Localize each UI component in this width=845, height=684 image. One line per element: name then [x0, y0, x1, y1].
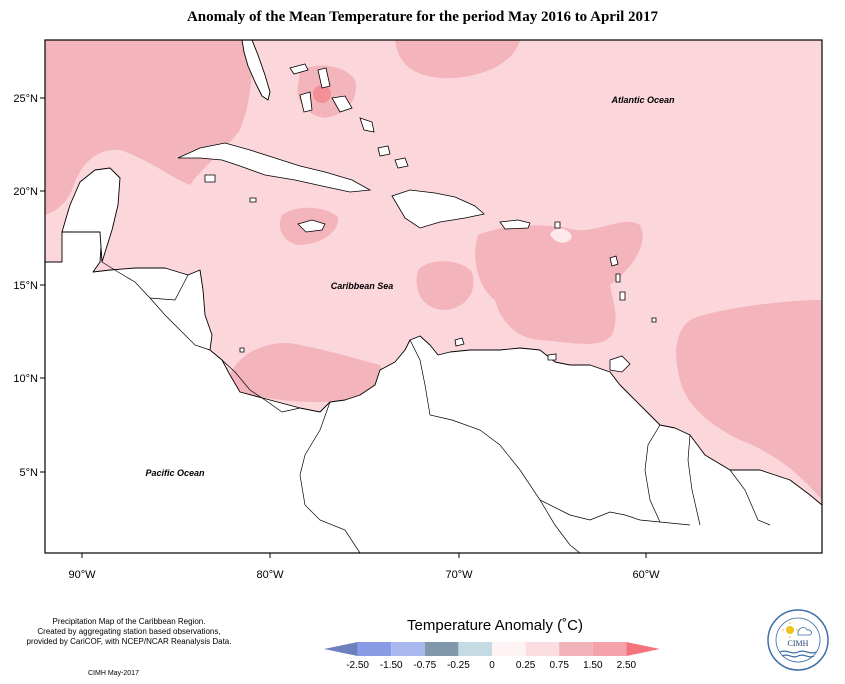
legend-swatch	[357, 642, 392, 656]
footer-notes: Precipitation Map of the Caribbean Regio…	[18, 617, 240, 647]
leeward-islands	[554, 221, 561, 229]
bahamas-long	[359, 117, 375, 133]
dominica	[615, 273, 621, 283]
legend-swatch	[492, 642, 526, 656]
anomaly-south-patch	[230, 343, 383, 403]
puerto-rico	[499, 219, 531, 230]
legend-label: 0.75	[549, 660, 569, 671]
hispaniola	[391, 189, 485, 229]
lat-label-10: 10°N	[13, 373, 38, 385]
grand-bahama	[289, 63, 309, 75]
country-borders	[101, 261, 771, 553]
anomaly-gulf-patch	[45, 40, 252, 215]
lon-label-90: 90°W	[68, 569, 96, 581]
footer-line: Precipitation Map of the Caribbean Regio…	[52, 617, 206, 626]
legend-swatch	[525, 642, 560, 656]
abaco	[317, 67, 331, 89]
legend-label: -0.25	[447, 660, 470, 671]
footer-date: CIMH May-2017	[88, 670, 139, 677]
lat-label-15: 15°N	[13, 280, 38, 292]
legend-swatch	[391, 642, 425, 656]
inagua	[377, 145, 391, 157]
lat-label-20: 20°N	[13, 186, 38, 198]
cayman	[249, 197, 257, 203]
legend-label: -2.50	[346, 660, 369, 671]
map-frame	[44, 39, 823, 554]
atlantic-ocean-label: Atlantic Ocean	[610, 95, 675, 105]
legend-labels: -2.50 -1.50 -0.75 -0.25 0 0.25 0.75 1.50 2.50	[346, 660, 636, 671]
legend-swatch	[626, 642, 660, 656]
legend-swatch	[324, 642, 358, 656]
logo-text: CIMH	[788, 639, 809, 648]
legend-label: 0	[489, 660, 495, 671]
islands	[177, 63, 657, 373]
legend-label: 1.50	[583, 660, 603, 671]
isle-of-youth	[204, 174, 216, 183]
central-south-america	[45, 231, 822, 553]
lon-label-60: 60°W	[632, 569, 660, 581]
legend-label: 2.50	[617, 660, 637, 671]
guadeloupe	[609, 255, 619, 267]
footer-line: provided by CariCOF, with NCEP/NCAR Rean…	[26, 637, 232, 646]
martinique	[619, 291, 626, 301]
turks-caicos	[394, 157, 409, 169]
andros	[299, 91, 313, 113]
anomaly-hot-spot	[313, 85, 331, 103]
cimh-logo: CIMH	[767, 609, 829, 671]
lon-tick-marks	[81, 553, 647, 558]
cuba	[177, 142, 372, 193]
map-title: Anomaly of the Mean Temperature for the …	[186, 9, 659, 25]
san-andres	[239, 347, 245, 353]
lon-label-70: 70°W	[445, 569, 473, 581]
lon-label-80: 80°W	[256, 569, 284, 581]
bahamas-south	[331, 95, 353, 113]
legend-label: -1.50	[380, 660, 403, 671]
anomaly-antilles-patch	[475, 221, 643, 344]
legend-swatch	[458, 642, 492, 656]
legend-title: Temperature Anomaly (˚C)	[407, 617, 583, 634]
jamaica	[297, 219, 326, 233]
pacific-ocean-label: Pacific Ocean	[145, 468, 205, 478]
cloud-icon	[797, 627, 812, 636]
legend-swatch	[424, 642, 459, 656]
sun-icon	[786, 626, 794, 634]
caribbean-sea-label: Caribbean Sea	[331, 281, 394, 291]
footer-line: Created by aggregating station based obs…	[37, 627, 221, 636]
lat-tick-marks	[40, 97, 45, 473]
temperature-anomaly-map: 25°N 20°N 15°N 10°N 5°N 90°W 80°W 70°W 6…	[13, 39, 823, 581]
legend-label: -0.75	[413, 660, 436, 671]
anomaly-central-patch	[416, 261, 474, 310]
aruba-curacao	[454, 337, 465, 347]
florida	[241, 40, 271, 101]
legend-swatch	[559, 642, 593, 656]
legend-label: 0.25	[516, 660, 536, 671]
lat-label-25: 25°N	[13, 93, 38, 105]
legend-bar	[324, 642, 660, 656]
trinidad	[609, 355, 631, 373]
anomaly-northeast-patch	[395, 40, 520, 79]
barbados	[651, 317, 657, 323]
anomaly-neutral-antilles	[550, 228, 572, 243]
isla-margarita	[547, 353, 557, 361]
legend-swatch	[592, 642, 627, 656]
yucatan	[61, 167, 121, 263]
lat-label-5: 5°N	[20, 467, 39, 479]
wave-icon	[779, 650, 817, 654]
anomaly-east-patch	[676, 300, 822, 500]
landmass	[45, 40, 822, 553]
color-legend: -2.50 -1.50 -0.75 -0.25 0 0.25 0.75 1.50 2.50	[324, 642, 660, 671]
